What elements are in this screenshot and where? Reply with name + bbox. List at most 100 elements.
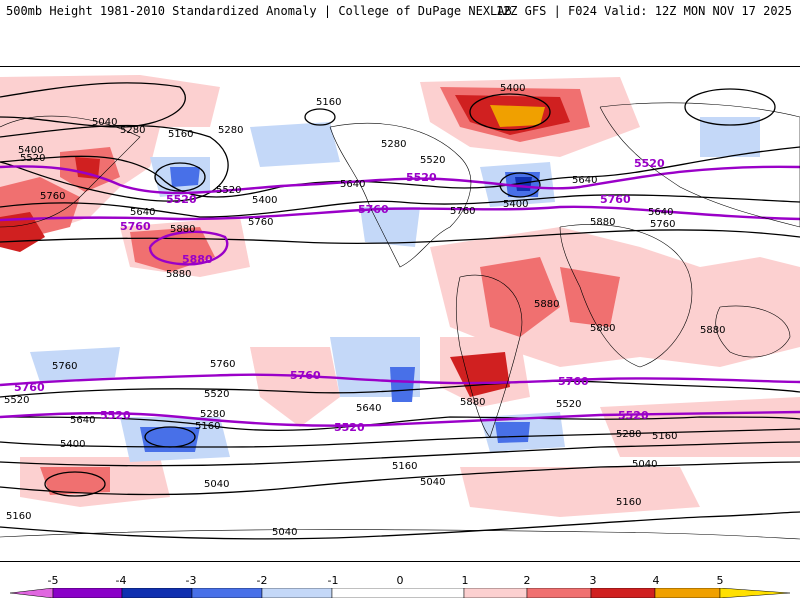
contour-5640: [0, 416, 800, 432]
contour-label-5520: 5520: [556, 399, 581, 410]
colorbar-swatch: [121, 588, 193, 598]
anomaly-positive-area: [75, 157, 100, 179]
north-america-outline: [329, 122, 472, 268]
contour-label-5880: 5880: [534, 299, 559, 310]
highlight-label-5760: 5760: [558, 375, 589, 388]
anomaly-positive-area: [480, 257, 560, 337]
contour-label-5400: 5400: [252, 195, 277, 206]
anomaly-positive-area: [460, 467, 700, 517]
colorbar-swatch: [191, 588, 263, 598]
contour-label-5040: 5040: [420, 477, 445, 488]
anomaly-positive-area: [490, 105, 545, 127]
map-title: 500mb Height 1981-2010 Standardized Anom…: [6, 4, 512, 18]
highlight-label-5760: 5760: [14, 381, 45, 394]
contour-5040: [0, 82, 186, 128]
highlight-label-5760: 5760: [290, 369, 321, 382]
contour-label-5760: 5760: [650, 219, 675, 230]
contour-label-5040: 5040: [272, 527, 297, 538]
anomaly-positive-area: [600, 397, 800, 457]
anomaly-map[interactable]: 5040 5160 5160 5280 5280 5280 5400 5400 …: [0, 66, 800, 562]
contour-5400: [0, 428, 800, 448]
contour-label-5520: 5520: [4, 395, 29, 406]
contour-label-5400: 5400: [503, 199, 528, 210]
contour-label-5880: 5880: [460, 397, 485, 408]
contour-5880: [0, 380, 800, 398]
highlight-label-5760: 5760: [600, 193, 631, 206]
closed-low: [144, 426, 196, 448]
contour-label-5280: 5280: [200, 409, 225, 420]
contour-label-5160: 5160: [616, 497, 641, 508]
highlight-contour-5760: [0, 205, 800, 222]
africa-outline: [559, 224, 693, 368]
coastlines: [0, 102, 800, 540]
colorbar-tick: 1: [461, 574, 469, 587]
highlight-label-5880: 5880: [182, 253, 213, 266]
colorbar-swatch: [463, 588, 528, 598]
contour-label-5760: 5760: [450, 206, 475, 217]
colorbar-swatch: [526, 588, 592, 598]
highlight-contour-5520: [0, 410, 800, 427]
contour-label-5760: 5760: [40, 191, 65, 202]
valid-time: 12Z GFS | F024 Valid: 12Z MON NOV 17 202…: [495, 4, 792, 18]
contour-label-5280: 5280: [381, 139, 406, 150]
contour-label-5520: 5520: [420, 155, 445, 166]
contour-label-5640: 5640: [648, 207, 673, 218]
anomaly-positive-area: [560, 267, 620, 327]
anomaly-negative-area: [170, 167, 200, 187]
closed-high: [469, 93, 551, 131]
colorbar-swatch: [261, 588, 333, 598]
colorbar-tick: -5: [47, 574, 59, 587]
south-america-outline: [455, 274, 523, 438]
highlight-label-5520: 5520: [166, 193, 197, 206]
contour-label-5640: 5640: [572, 175, 597, 186]
colorbar-swatch: [331, 588, 465, 598]
highlight-label-5520: 5520: [334, 421, 365, 434]
colorbar-tick: -3: [185, 574, 197, 587]
colorbar-tick: -4: [115, 574, 127, 587]
colorbar-swatch: [719, 588, 790, 598]
anomaly-negative-area: [700, 117, 760, 157]
eurasia-outline: [0, 115, 141, 228]
contour-label-5880: 5880: [590, 323, 615, 334]
contour-label-5880: 5880: [166, 269, 191, 280]
colorbar-tick: 5: [716, 574, 724, 587]
anomaly-positive-area: [250, 347, 340, 427]
colorbar-tick: 0: [396, 574, 404, 587]
anomaly-negative-area: [390, 367, 415, 402]
highlight-contour-5760: [0, 373, 800, 387]
contour-label-5160: 5160: [392, 461, 417, 472]
closed-low: [304, 108, 336, 126]
antarctica-outline: [0, 529, 800, 540]
colorbar: [10, 588, 790, 598]
contour-label-5640: 5640: [356, 403, 381, 414]
highlight-contour-5880: [148, 230, 229, 266]
contour-label-5040: 5040: [632, 459, 657, 470]
colorbar-swatch: [52, 588, 123, 598]
contour-label-5040: 5040: [92, 117, 117, 128]
contour-label-5160: 5160: [652, 431, 677, 442]
highlight-label-5520: 5520: [618, 409, 649, 422]
colorbar-tick: 3: [589, 574, 597, 587]
colorbar-tick: -1: [327, 574, 339, 587]
contour-label-5280: 5280: [218, 125, 243, 136]
closed-high: [44, 471, 106, 497]
contour-label-5760: 5760: [52, 361, 77, 372]
colorbar-tick: 4: [652, 574, 660, 587]
contour-label-5520: 5520: [216, 185, 241, 196]
anomaly-negative-area: [250, 122, 340, 167]
map-canvas: 5040 5160 5160 5280 5280 5280 5400 5400 …: [0, 75, 800, 540]
eurasia-outline: [599, 102, 800, 228]
contour-label-5400: 5400: [500, 83, 525, 94]
contour-5040: [0, 511, 800, 540]
anomaly-negative-area: [140, 427, 200, 452]
contour-label-5520: 5520: [204, 389, 229, 400]
contour-label-5280: 5280: [120, 125, 145, 136]
contour-label-5880: 5880: [170, 224, 195, 235]
contour-labels: 5040 5160 5160 5280 5280 5280 5400 5400 …: [4, 83, 725, 538]
contour-label-5160: 5160: [195, 421, 220, 432]
contour-label-5520: 5520: [20, 153, 45, 164]
height-contours: [0, 82, 800, 540]
contour-label-5640: 5640: [340, 179, 365, 190]
contour-label-5880: 5880: [590, 217, 615, 228]
contour-label-5760: 5760: [210, 359, 235, 370]
